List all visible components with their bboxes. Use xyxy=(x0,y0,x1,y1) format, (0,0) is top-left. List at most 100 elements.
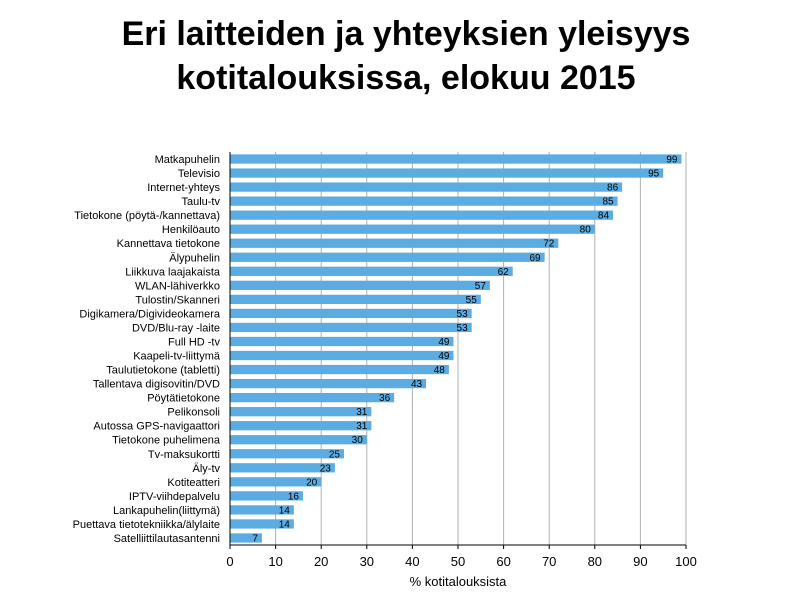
bar-9 xyxy=(230,280,490,290)
chart-title-line-1: Eri laitteiden ja yhteyksien yleisyys xyxy=(121,15,691,53)
category-label-0: Matkapuhelin xyxy=(155,154,220,166)
bar-0 xyxy=(230,154,682,164)
bar-value-label-20: 30 xyxy=(352,435,364,446)
bar-value-label-0: 99 xyxy=(666,155,678,166)
category-label-27: Satelliittilautasantenni xyxy=(114,533,220,545)
x-tick-label-3: 30 xyxy=(360,554,374,569)
x-tick-label-0: 0 xyxy=(226,554,233,569)
category-label-1: Televisio xyxy=(178,168,220,180)
category-label-14: Kaapeli-tv-liittymä xyxy=(133,351,221,363)
bar-25 xyxy=(230,505,294,515)
x-axis: 0 10 20 30 40 50 60 70 80 90 100 xyxy=(226,152,697,569)
bar-2 xyxy=(230,182,623,192)
category-label-15: Taulutietokone (tabletti) xyxy=(106,365,220,377)
bar-11 xyxy=(230,308,472,319)
x-axis-label: % kotitalouksista xyxy=(410,574,508,589)
x-tick-label-5: 50 xyxy=(451,554,465,569)
bar-value-label-2: 86 xyxy=(607,183,619,194)
bar-5 xyxy=(230,224,595,234)
bar-value-label-13: 49 xyxy=(438,337,450,348)
bar-22 xyxy=(230,463,335,473)
category-label-25: Lankapuhelin(liittymä) xyxy=(113,505,220,517)
x-tick-label-10: 100 xyxy=(675,554,697,569)
category-label-13: Full HD -tv xyxy=(168,336,220,348)
bar-value-label-15: 48 xyxy=(434,365,446,376)
bar-18 xyxy=(230,407,372,417)
x-tick-label-6: 60 xyxy=(496,554,510,569)
bar-value-label-17: 36 xyxy=(379,393,391,404)
bar-value-label-4: 84 xyxy=(598,211,610,222)
bar-value-label-6: 72 xyxy=(543,239,555,250)
bar-value-label-11: 53 xyxy=(457,309,469,320)
bar-value-label-9: 57 xyxy=(475,281,487,292)
bar-value-label-26: 14 xyxy=(279,519,291,530)
bar-23 xyxy=(230,477,322,487)
bar-value-label-23: 20 xyxy=(306,477,318,488)
bar-12 xyxy=(230,322,472,333)
category-label-8: Liikkuva laajakaista xyxy=(125,266,221,278)
bar-7 xyxy=(230,252,545,262)
bar-value-label-19: 31 xyxy=(356,421,368,432)
bars xyxy=(230,154,682,543)
bar-17 xyxy=(230,392,395,403)
bar-value-label-25: 14 xyxy=(279,505,291,516)
category-label-3: Taulu-tv xyxy=(181,196,220,208)
bar-value-label-22: 23 xyxy=(320,463,332,474)
bar-6 xyxy=(230,238,559,248)
bar-value-label-10: 55 xyxy=(466,295,478,306)
category-label-2: Internet-yhteys xyxy=(147,182,220,194)
bar-10 xyxy=(230,294,481,305)
category-label-4: Tietokone (pöytä-/kannettava) xyxy=(74,210,220,222)
x-tick-label-8: 80 xyxy=(588,554,602,569)
bar-16 xyxy=(230,378,427,389)
bar-8 xyxy=(230,266,513,276)
x-tick-label-2: 20 xyxy=(314,554,328,569)
bar-value-label-8: 62 xyxy=(498,267,510,278)
category-label-12: DVD/Blu-ray -laite xyxy=(132,322,220,334)
bar-value-label-14: 49 xyxy=(438,351,450,362)
bar-14 xyxy=(230,350,454,361)
bar-value-label-12: 53 xyxy=(457,323,469,334)
x-tick-label-7: 70 xyxy=(542,554,556,569)
category-label-5: Henkilöauto xyxy=(162,224,220,236)
category-label-23: Kotiteatteri xyxy=(167,477,220,489)
bar-value-label-16: 43 xyxy=(411,379,423,390)
category-label-21: Tv-maksukortti xyxy=(148,449,220,461)
category-label-18: Pelikonsoli xyxy=(167,407,220,419)
chart-title-line-2: kotitalouksissa, elokuu 2015 xyxy=(176,59,636,97)
bar-value-label-5: 80 xyxy=(580,225,592,236)
category-label-22: Äly-tv xyxy=(193,463,221,475)
bar-value-label-24: 16 xyxy=(288,491,300,502)
bar-value-label-1: 95 xyxy=(648,169,660,180)
bar-3 xyxy=(230,196,618,206)
bar-value-label-7: 69 xyxy=(530,253,542,264)
x-tick-label-9: 90 xyxy=(633,554,647,569)
bar-value-label-3: 85 xyxy=(602,197,614,208)
bar-20 xyxy=(230,435,367,445)
x-tick-label-4: 40 xyxy=(405,554,419,569)
category-label-24: IPTV-viihdepalvelu xyxy=(129,491,220,503)
category-label-17: Pöytätietokone xyxy=(147,393,220,405)
bar-value-label-27: 7 xyxy=(252,533,258,544)
category-label-6: Kannettava tietokone xyxy=(117,238,220,250)
bar-19 xyxy=(230,421,372,431)
bar-4 xyxy=(230,210,614,220)
category-label-20: Tietokone puhelimena xyxy=(112,435,221,447)
bar-15 xyxy=(230,364,449,375)
bar-13 xyxy=(230,336,454,347)
category-label-26: Puettava tietotekniikka/älylaite xyxy=(73,519,220,531)
category-label-7: Älypuhelin xyxy=(169,252,220,264)
bar-27 xyxy=(230,533,262,543)
category-label-16: Tallentava digisovitin/DVD xyxy=(93,379,220,391)
category-label-9: WLAN-lähiverkko xyxy=(135,280,220,292)
chart-title: Eri laitteiden ja yhteyksien yleisyys ko… xyxy=(0,12,812,100)
bar-21 xyxy=(230,449,344,459)
category-label-11: Digikamera/Digivideokamera xyxy=(79,308,220,320)
bar-24 xyxy=(230,491,303,501)
category-labels: Matkapuhelin Televisio Internet-yhteys Taul… xyxy=(73,154,221,545)
category-label-19: Autossa GPS-navigaattori xyxy=(93,421,220,433)
bar-value-label-18: 31 xyxy=(356,407,368,418)
bar-26 xyxy=(230,519,294,529)
bar-1 xyxy=(230,168,664,178)
